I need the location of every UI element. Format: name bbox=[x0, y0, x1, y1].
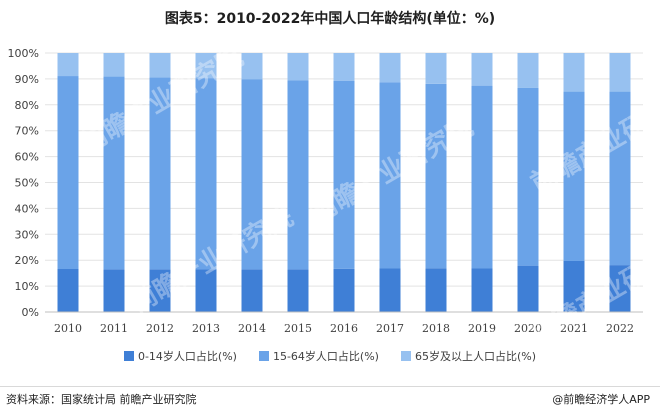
bar-segment-2012-s1 bbox=[149, 77, 171, 270]
x-axis: 2010 2011 2012 2013 2014 2015 2016 2017 2018 2019… bbox=[45, 311, 643, 335]
bar-segment-2021-s1 bbox=[563, 91, 585, 261]
bar-segment-2016-s0 bbox=[333, 268, 355, 312]
x-tick-label: 2011 bbox=[100, 322, 128, 335]
y-tick-label: 40% bbox=[15, 202, 39, 215]
legend: 0-14岁人口占比(%) 15-64岁人口占比(%) 65岁及以上人口占比(%) bbox=[0, 348, 660, 364]
bar-segment-2010-s0 bbox=[57, 269, 79, 312]
brand-credit: @前瞻经济学人APP bbox=[552, 393, 650, 406]
y-tick-label: 60% bbox=[15, 151, 39, 164]
bar-segment-2020-s1 bbox=[517, 87, 539, 266]
legend-label-15-64: 15-64岁人口占比(%) bbox=[272, 350, 379, 363]
bar-segment-2017-s0 bbox=[379, 268, 401, 312]
bar-segment-2018-s2 bbox=[425, 53, 447, 84]
bar-segment-2019-s0 bbox=[471, 268, 493, 312]
x-tick-label: 2014 bbox=[238, 322, 266, 335]
bar-segment-2011-s0 bbox=[103, 269, 125, 312]
bar-segment-2020-s2 bbox=[517, 53, 539, 88]
bar-segment-2021-s0 bbox=[563, 260, 585, 312]
legend-item-0-14: 0-14岁人口占比(%) bbox=[123, 348, 237, 364]
bar-segment-2018-s0 bbox=[425, 268, 447, 312]
bar-segment-2013-s2 bbox=[195, 53, 217, 79]
bar-segment-2014-s2 bbox=[241, 53, 263, 80]
bar-segment-2019-s2 bbox=[471, 53, 493, 86]
legend-label-0-14: 0-14岁人口占比(%) bbox=[137, 350, 237, 363]
x-tick-label: 2015 bbox=[284, 322, 312, 335]
bar-segment-2012-s0 bbox=[149, 269, 171, 312]
bar-segment-2020-s0 bbox=[517, 265, 539, 312]
y-tick-label: 20% bbox=[15, 254, 39, 267]
bar-segment-2015-s1 bbox=[287, 80, 309, 270]
bar-segment-2019-s1 bbox=[471, 85, 493, 269]
y-tick-label: 70% bbox=[15, 125, 39, 138]
y-tick-label: 10% bbox=[15, 280, 39, 293]
x-tick-label: 2017 bbox=[376, 322, 404, 335]
bar-segment-2021-s2 bbox=[563, 53, 585, 92]
bar-segment-2014-s0 bbox=[241, 269, 263, 312]
bar-segment-2017-s1 bbox=[379, 82, 401, 269]
bar-segment-2015-s0 bbox=[287, 269, 309, 312]
bar-segment-2016-s1 bbox=[333, 80, 355, 269]
legend-swatch-65plus bbox=[400, 351, 411, 361]
x-tick-label: 2019 bbox=[468, 322, 496, 335]
bar-segment-2018-s1 bbox=[425, 83, 447, 269]
x-tick-label: 2022 bbox=[606, 322, 634, 335]
bar-segment-2022-s0 bbox=[609, 265, 631, 312]
y-tick-label: 100% bbox=[8, 47, 39, 60]
bar-segment-2012-s2 bbox=[149, 53, 171, 78]
y-axis: 0% 10% 20% 30% 40% 50% 60% 70% 80% 90% 100% bbox=[8, 47, 39, 319]
source-note: 资料来源：国家统计局 前瞻产业研究院 bbox=[6, 393, 197, 406]
bars bbox=[57, 53, 631, 312]
bar-segment-2013-s0 bbox=[195, 269, 217, 312]
legend-swatch-15-64 bbox=[258, 351, 269, 361]
footer-divider bbox=[0, 386, 660, 387]
chart-title: 图表5：2010-2022年中国人口年龄结构(单位：%) bbox=[164, 11, 496, 27]
x-tick-label: 2016 bbox=[330, 322, 358, 335]
bar-segment-2017-s2 bbox=[379, 53, 401, 83]
bar-segment-2022-s1 bbox=[609, 91, 631, 266]
y-tick-label: 80% bbox=[15, 99, 39, 112]
legend-item-15-64: 15-64岁人口占比(%) bbox=[258, 348, 379, 364]
bar-segment-2015-s2 bbox=[287, 53, 309, 81]
bar-segment-2010-s1 bbox=[57, 76, 79, 270]
x-tick-label: 2012 bbox=[146, 322, 174, 335]
y-tick-label: 0% bbox=[22, 306, 39, 319]
x-tick-label: 2020 bbox=[514, 322, 542, 335]
y-tick-label: 50% bbox=[15, 177, 39, 190]
legend-item-65plus: 65岁及以上人口占比(%) bbox=[400, 348, 537, 364]
y-tick-label: 90% bbox=[15, 73, 39, 86]
bar-segment-2014-s1 bbox=[241, 79, 263, 270]
bar-segment-2013-s1 bbox=[195, 78, 217, 270]
bar-segment-2022-s2 bbox=[609, 53, 631, 92]
bar-segment-2011-s1 bbox=[103, 76, 125, 270]
bar-segment-2010-s2 bbox=[57, 53, 79, 77]
bar-segment-2011-s2 bbox=[103, 53, 125, 77]
y-tick-label: 30% bbox=[15, 228, 39, 241]
legend-swatch-0-14 bbox=[123, 351, 134, 361]
legend-label-65plus: 65岁及以上人口占比(%) bbox=[414, 350, 537, 363]
x-tick-label: 2010 bbox=[54, 322, 82, 335]
x-tick-label: 2013 bbox=[192, 322, 220, 335]
bar-segment-2016-s2 bbox=[333, 53, 355, 81]
x-tick-label: 2018 bbox=[422, 322, 450, 335]
x-tick-label: 2021 bbox=[560, 322, 588, 335]
